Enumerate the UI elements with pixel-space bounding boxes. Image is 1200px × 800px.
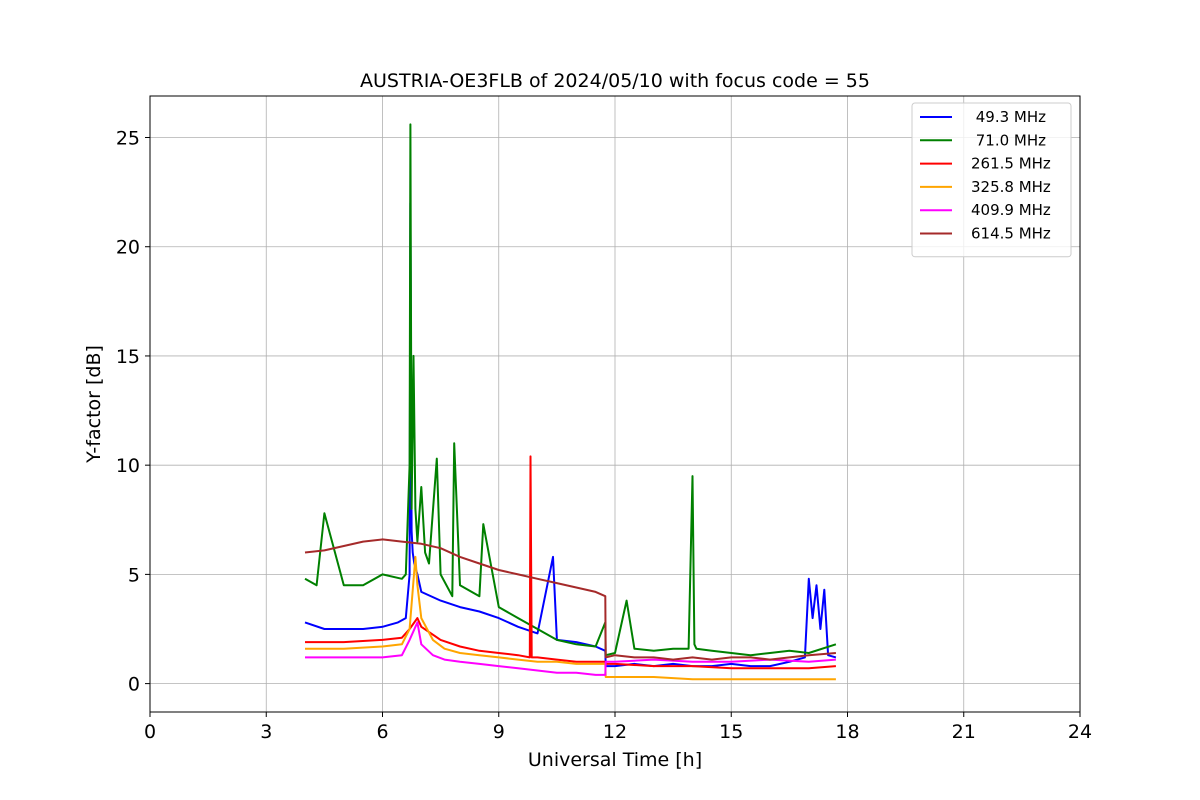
series-line-4 — [305, 555, 836, 681]
x-tick-label: 3 — [260, 721, 272, 743]
y-tick-label: 5 — [128, 564, 140, 586]
x-axis-ticks: 0 3 6 9 12 15 18 21 24 — [144, 712, 1092, 743]
legend-label: 261.5 MHz — [971, 155, 1051, 173]
series-line-2 — [304, 123, 837, 657]
series-line-1 — [304, 202, 837, 668]
y-axis-ticks: 0 5 10 15 20 25 — [116, 128, 150, 696]
series-line-3 — [305, 455, 836, 670]
y-axis-label: Y-factor [dB] — [83, 345, 105, 464]
x-tick-label: 6 — [376, 721, 388, 743]
y-tick-label: 0 — [128, 674, 140, 696]
legend-label: 325.8 MHz — [971, 178, 1051, 196]
legend-label: 71.0 MHz — [971, 131, 1046, 149]
legend-label: 614.5 MHz — [971, 225, 1051, 243]
x-tick-label: 21 — [952, 721, 976, 743]
series-line-6 — [304, 538, 836, 661]
x-tick-label: 18 — [835, 721, 859, 743]
legend: 49.3 MHz 71.0 MHz 261.5 MHz 325.8 MHz 409.9… — [911, 102, 1072, 258]
y-tick-label: 25 — [116, 128, 140, 150]
y-tick-label: 10 — [116, 455, 140, 477]
legend-label: 49.3 MHz — [971, 108, 1046, 126]
x-tick-label: 12 — [603, 721, 627, 743]
y-tick-label: 20 — [116, 237, 140, 259]
x-tick-label: 0 — [144, 721, 156, 743]
y-tick-label: 15 — [116, 346, 140, 368]
x-tick-label: 24 — [1068, 721, 1092, 743]
series-line-5 — [305, 621, 836, 676]
x-axis-label: Universal Time [h] — [528, 749, 702, 771]
series-lines — [304, 123, 837, 681]
legend-box — [911, 102, 1072, 258]
chart-title: AUSTRIA-OE3FLB of 2024/05/10 with focus … — [360, 70, 870, 92]
legend-label: 409.9 MHz — [971, 201, 1051, 219]
x-tick-label: 9 — [493, 721, 505, 743]
x-tick-label: 15 — [719, 721, 743, 743]
